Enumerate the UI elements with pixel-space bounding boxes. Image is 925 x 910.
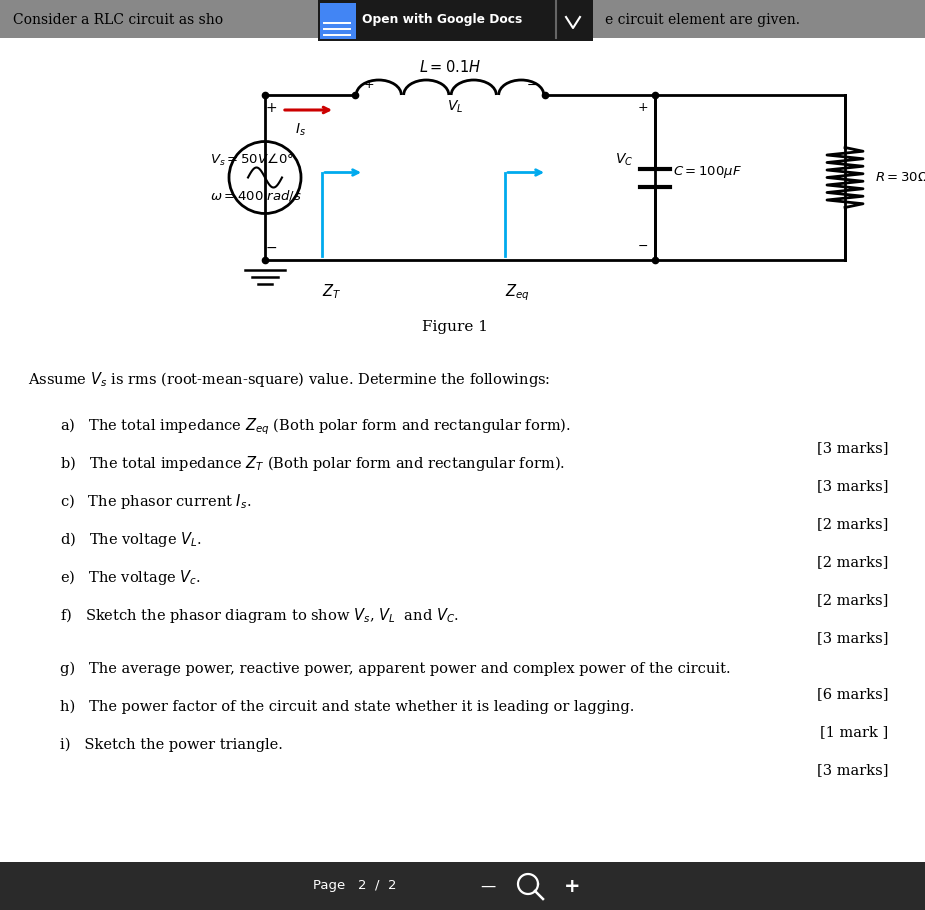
Text: [3 marks]: [3 marks] [817, 479, 888, 493]
Text: [2 marks]: [2 marks] [817, 555, 888, 569]
Text: —: — [480, 878, 496, 894]
Text: [3 marks]: [3 marks] [817, 763, 888, 777]
Text: a)   The total impedance $Z_{eq}$ (Both polar form and rectangular form).: a) The total impedance $Z_{eq}$ (Both po… [60, 416, 571, 437]
Text: d)   The voltage $V_L$.: d) The voltage $V_L$. [60, 530, 202, 549]
Text: $-$: $-$ [265, 240, 277, 254]
Text: $V_C$: $V_C$ [615, 151, 633, 167]
Text: h)   The power factor of the circuit and state whether it is leading or lagging.: h) The power factor of the circuit and s… [60, 700, 635, 714]
Text: b)   The total impedance $Z_T$ (Both polar form and rectangular form).: b) The total impedance $Z_T$ (Both polar… [60, 454, 565, 473]
FancyBboxPatch shape [318, 0, 593, 41]
Text: $L = 0.1H$: $L = 0.1H$ [419, 59, 481, 75]
Text: g)   The average power, reactive power, apparent power and complex power of the : g) The average power, reactive power, ap… [60, 662, 731, 676]
Text: [2 marks]: [2 marks] [817, 517, 888, 531]
Text: $-$: $-$ [637, 239, 648, 252]
Text: Page   2  /  2: Page 2 / 2 [314, 879, 397, 893]
Text: $+$: $+$ [265, 101, 277, 115]
Text: e circuit element are given.: e circuit element are given. [605, 13, 800, 26]
Text: $-$: $-$ [526, 78, 537, 91]
Text: $\omega = 400\ rad/s$: $\omega = 400\ rad/s$ [210, 188, 302, 203]
Text: $R = 30\Omega$: $R = 30\Omega$ [875, 171, 925, 184]
Text: [3 marks]: [3 marks] [817, 441, 888, 455]
Text: i)   Sketch the power triangle.: i) Sketch the power triangle. [60, 738, 283, 753]
Text: [2 marks]: [2 marks] [817, 593, 888, 607]
Text: $V_L$: $V_L$ [447, 99, 463, 116]
Text: Assume $V_s$ is rms (root-mean-square) value. Determine the followings:: Assume $V_s$ is rms (root-mean-square) v… [28, 370, 550, 389]
Text: $+$: $+$ [363, 78, 375, 91]
Text: $Z_{eq}$: $Z_{eq}$ [505, 282, 529, 303]
Text: [1 mark ]: [1 mark ] [820, 725, 888, 739]
Text: e)   The voltage $V_c$.: e) The voltage $V_c$. [60, 568, 201, 587]
Text: [3 marks]: [3 marks] [817, 631, 888, 645]
FancyBboxPatch shape [0, 862, 925, 910]
Text: $Z_T$: $Z_T$ [323, 282, 341, 300]
Text: $+$: $+$ [637, 101, 648, 114]
Text: Open with Google Docs: Open with Google Docs [362, 13, 523, 26]
Text: c)   The phasor current $I_s$.: c) The phasor current $I_s$. [60, 492, 252, 511]
FancyBboxPatch shape [0, 0, 925, 38]
Text: Consider a RLC circuit as sho: Consider a RLC circuit as sho [13, 13, 223, 26]
Text: f)   Sketch the phasor diagram to show $V_s$, $V_L$  and $V_C$.: f) Sketch the phasor diagram to show $V_… [60, 606, 459, 625]
FancyBboxPatch shape [320, 3, 356, 38]
Text: +: + [563, 876, 580, 895]
Text: [6 marks]: [6 marks] [817, 687, 888, 701]
Text: $C = 100\mu F$: $C = 100\mu F$ [673, 165, 742, 180]
Text: $I_s$: $I_s$ [294, 122, 305, 138]
Text: $V_s = 50V\angle0°$: $V_s = 50V\angle0°$ [210, 151, 294, 167]
Text: Figure 1: Figure 1 [422, 320, 488, 334]
